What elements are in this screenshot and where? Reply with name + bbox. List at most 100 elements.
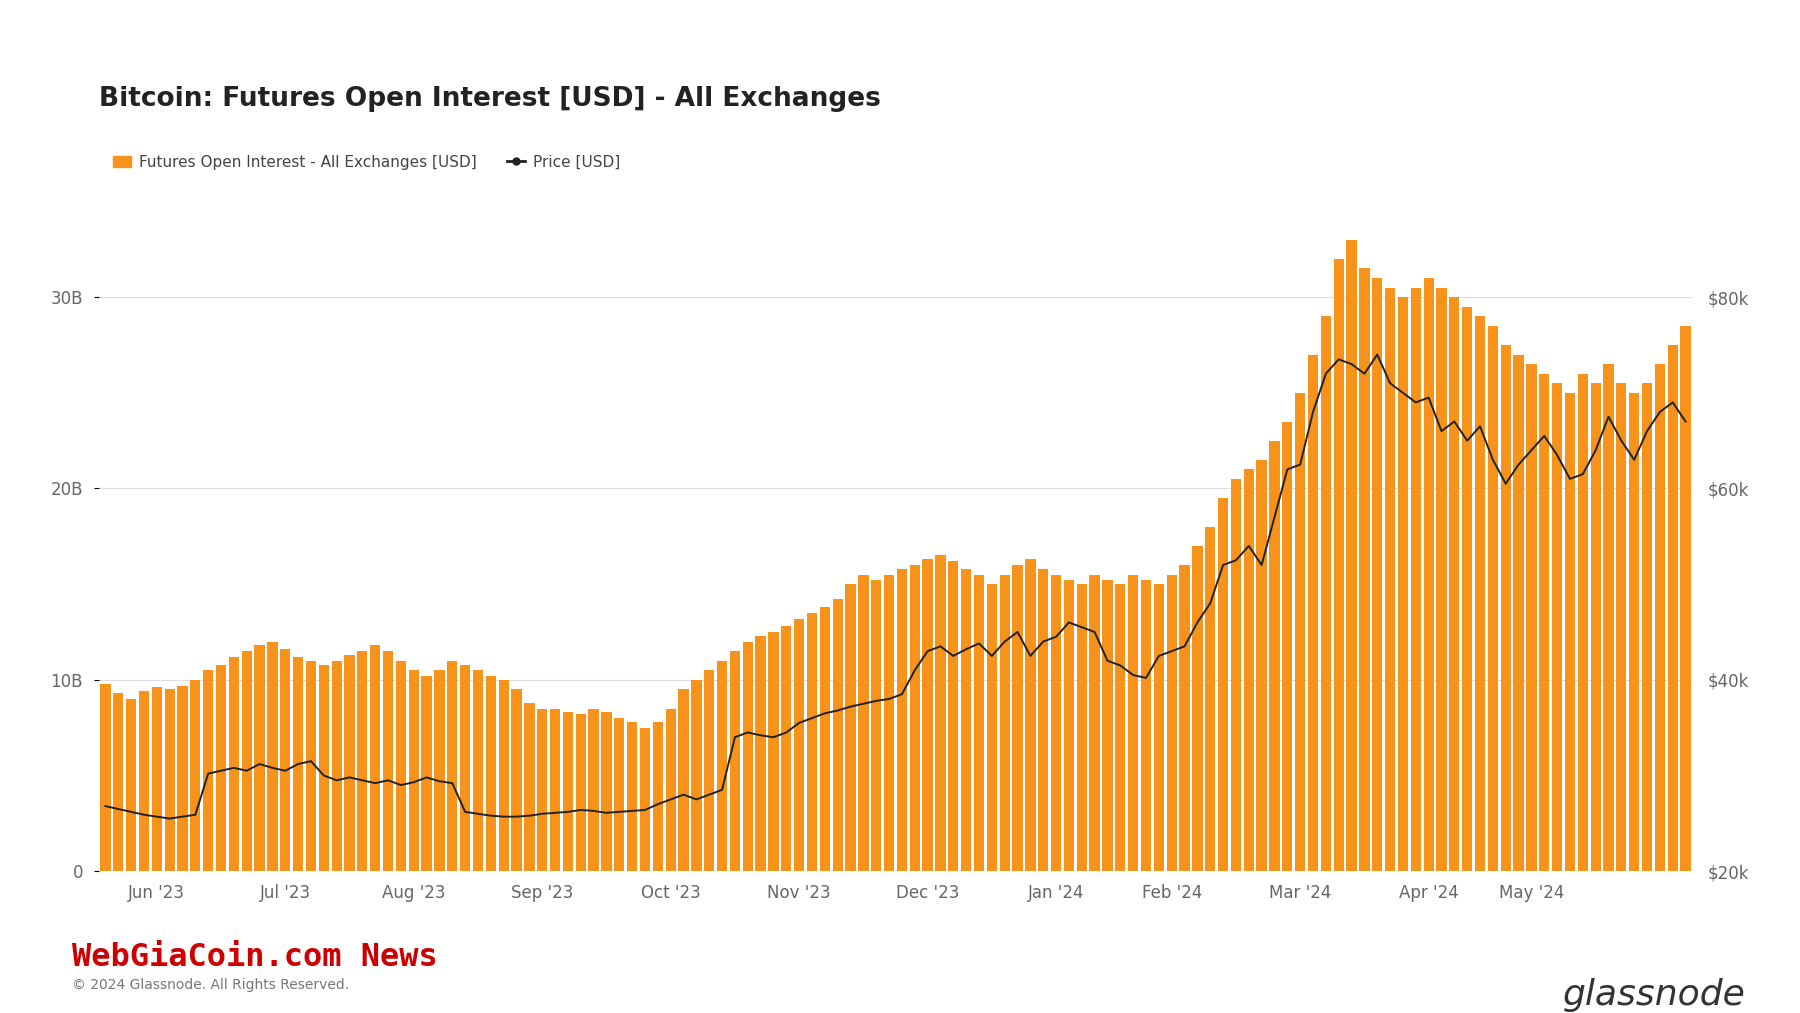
Bar [306,660,317,871]
Bar [846,585,855,871]
Bar [871,580,882,871]
Text: glassnode: glassnode [1562,978,1746,1012]
Bar [281,649,290,871]
Bar [743,641,752,871]
Bar [1039,569,1048,871]
Bar [1462,307,1472,871]
Bar [371,645,380,871]
Bar [1604,364,1613,871]
Bar [1616,383,1627,871]
Bar [344,655,355,871]
Bar [216,665,227,871]
Bar [409,671,419,871]
Bar [769,632,779,871]
Bar [1269,441,1280,871]
Bar [589,708,599,871]
Bar [266,641,277,871]
Bar [909,565,920,871]
Bar [1424,278,1435,871]
Bar [756,636,765,871]
Bar [819,607,830,871]
Bar [229,656,239,871]
Bar [1179,565,1190,871]
Bar [1474,316,1485,871]
Bar [1681,326,1690,871]
Bar [1411,288,1420,871]
Bar [1256,460,1267,871]
Bar [999,574,1010,871]
Bar [511,690,522,871]
Bar [1539,374,1550,871]
Bar [1489,326,1498,871]
Bar [961,569,972,871]
Bar [499,680,509,871]
Bar [1577,374,1588,871]
Bar [1206,527,1215,871]
Bar [1591,383,1600,871]
Bar [101,684,110,871]
Bar [614,718,625,871]
Bar [1372,278,1382,871]
Bar [1449,297,1460,871]
Bar [446,660,457,871]
Bar [666,708,675,871]
Bar [1129,574,1138,871]
Bar [1667,345,1678,871]
Bar [178,686,187,871]
Bar [936,555,945,871]
Bar [679,690,689,871]
Bar [1334,259,1345,871]
Bar [986,585,997,871]
Bar [1076,585,1087,871]
Bar [1552,383,1562,871]
Bar [1309,355,1318,871]
Bar [139,691,149,871]
Bar [639,727,650,871]
Bar [833,600,842,871]
Bar [473,671,482,871]
Bar [1321,316,1330,871]
Bar [1154,585,1165,871]
Bar [884,574,895,871]
Text: Bitcoin: Futures Open Interest [USD] - All Exchanges: Bitcoin: Futures Open Interest [USD] - A… [99,86,880,112]
Bar [576,714,585,871]
Bar [1629,393,1640,871]
Bar [461,665,470,871]
Bar [1141,580,1152,871]
Bar [383,651,392,871]
Bar [1436,288,1447,871]
Bar [1384,288,1395,871]
Bar [974,574,985,871]
Bar [1231,479,1240,871]
Bar [1244,469,1255,871]
Bar [794,619,805,871]
Bar [524,703,535,871]
Bar [1359,268,1370,871]
Bar [626,722,637,871]
Bar [704,671,715,871]
Bar [563,712,572,871]
Bar [1282,421,1292,871]
Bar [203,671,214,871]
Bar [1346,240,1357,871]
Bar [716,660,727,871]
Bar [781,626,792,871]
Bar [1399,297,1408,871]
Bar [1089,574,1100,871]
Bar [1654,364,1665,871]
Bar [319,665,329,871]
Bar [356,651,367,871]
Bar [949,561,958,871]
Bar [1166,574,1177,871]
Bar [551,708,560,871]
Bar [729,651,740,871]
Bar [396,660,407,871]
Bar [113,693,124,871]
Text: WebGiaCoin.com News: WebGiaCoin.com News [72,942,437,973]
Bar [691,680,702,871]
Bar [1012,565,1022,871]
Bar [293,656,302,871]
Bar [1501,345,1510,871]
Bar [1064,580,1075,871]
Bar [922,559,932,871]
